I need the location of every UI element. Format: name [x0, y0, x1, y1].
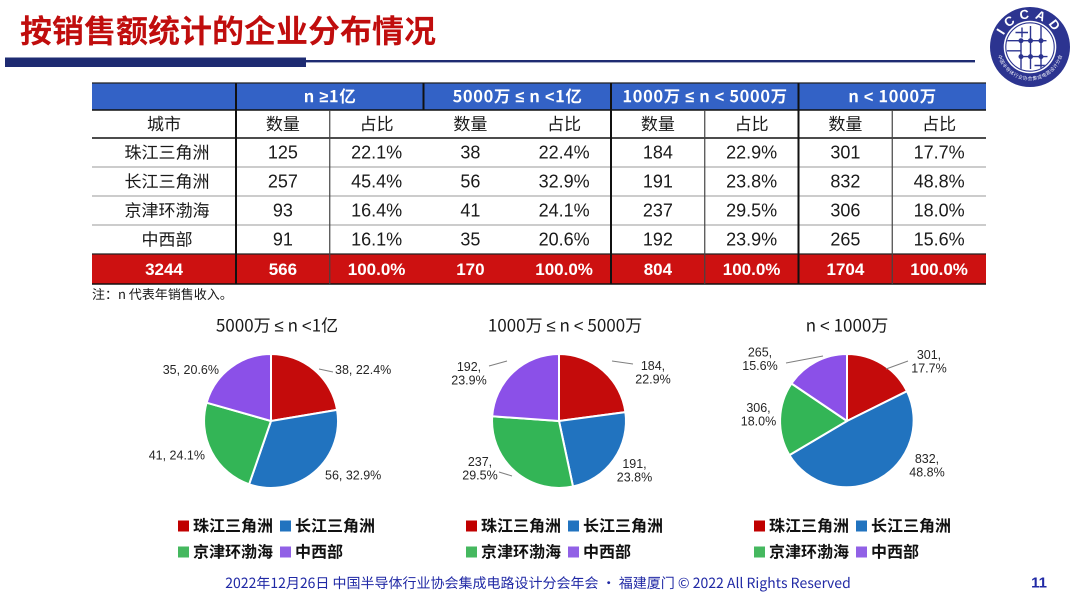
svg-text:22.1%: 22.1% — [351, 143, 402, 163]
svg-text:100.0%: 100.0% — [723, 260, 781, 279]
svg-text:306,: 306, — [746, 401, 770, 415]
svg-text:184,: 184, — [641, 359, 665, 373]
svg-text:17.7%: 17.7% — [914, 143, 965, 163]
svg-text:93: 93 — [273, 201, 293, 221]
svg-text:56, 32.9%: 56, 32.9% — [325, 469, 381, 483]
svg-text:38: 38 — [460, 143, 480, 163]
svg-text:29.5%: 29.5% — [462, 469, 497, 483]
svg-text:301: 301 — [830, 143, 860, 163]
svg-text:192: 192 — [643, 230, 673, 250]
svg-text:804: 804 — [644, 260, 673, 279]
svg-text:306: 306 — [830, 201, 860, 221]
svg-text:48.8%: 48.8% — [909, 466, 944, 480]
svg-text:56: 56 — [460, 172, 480, 192]
svg-text:257: 257 — [268, 172, 298, 192]
svg-text:24.1%: 24.1% — [539, 201, 590, 221]
svg-text:16.4%: 16.4% — [351, 201, 402, 221]
svg-text:38, 22.4%: 38, 22.4% — [335, 363, 391, 377]
svg-text:32.9%: 32.9% — [539, 172, 590, 192]
svg-text:191,: 191, — [622, 457, 646, 471]
svg-text:22.4%: 22.4% — [539, 143, 590, 163]
svg-text:265: 265 — [830, 230, 860, 250]
svg-text:23.9%: 23.9% — [726, 230, 777, 250]
svg-text:1704: 1704 — [826, 260, 864, 279]
svg-text:191: 191 — [643, 172, 673, 192]
svg-text:566: 566 — [269, 260, 297, 279]
svg-text:48.8%: 48.8% — [914, 172, 965, 192]
svg-text:45.4%: 45.4% — [351, 172, 402, 192]
svg-text:265,: 265, — [748, 346, 772, 360]
svg-text:192,: 192, — [457, 360, 481, 374]
svg-text:100.0%: 100.0% — [348, 260, 406, 279]
svg-text:41: 41 — [460, 201, 480, 221]
svg-text:17.7%: 17.7% — [911, 362, 946, 376]
svg-text:35: 35 — [460, 230, 480, 250]
svg-text:15.6%: 15.6% — [742, 359, 777, 373]
svg-text:100.0%: 100.0% — [535, 260, 593, 279]
svg-text:91: 91 — [273, 230, 293, 250]
svg-text:16.1%: 16.1% — [351, 230, 402, 250]
svg-text:22.9%: 22.9% — [635, 373, 670, 387]
svg-text:301,: 301, — [917, 348, 941, 362]
svg-text:18.0%: 18.0% — [914, 201, 965, 221]
svg-text:237,: 237, — [468, 455, 492, 469]
svg-text:22.9%: 22.9% — [726, 143, 777, 163]
svg-text:41, 24.1%: 41, 24.1% — [149, 449, 205, 463]
svg-text:170: 170 — [456, 260, 484, 279]
svg-text:35, 20.6%: 35, 20.6% — [163, 363, 219, 377]
svg-text:20.6%: 20.6% — [539, 230, 590, 250]
svg-text:184: 184 — [643, 143, 673, 163]
svg-text:237: 237 — [643, 201, 673, 221]
svg-text:18.0%: 18.0% — [741, 415, 776, 429]
svg-text:11: 11 — [1031, 575, 1047, 592]
svg-text:15.6%: 15.6% — [914, 230, 965, 250]
svg-text:832,: 832, — [915, 452, 939, 466]
svg-text:23.8%: 23.8% — [726, 172, 777, 192]
svg-text:23.9%: 23.9% — [451, 374, 486, 388]
svg-text:23.8%: 23.8% — [617, 471, 652, 485]
svg-text:125: 125 — [268, 143, 298, 163]
svg-text:100.0%: 100.0% — [910, 260, 968, 279]
svg-text:832: 832 — [830, 172, 860, 192]
svg-text:29.5%: 29.5% — [726, 201, 777, 221]
svg-text:3244: 3244 — [145, 260, 183, 279]
